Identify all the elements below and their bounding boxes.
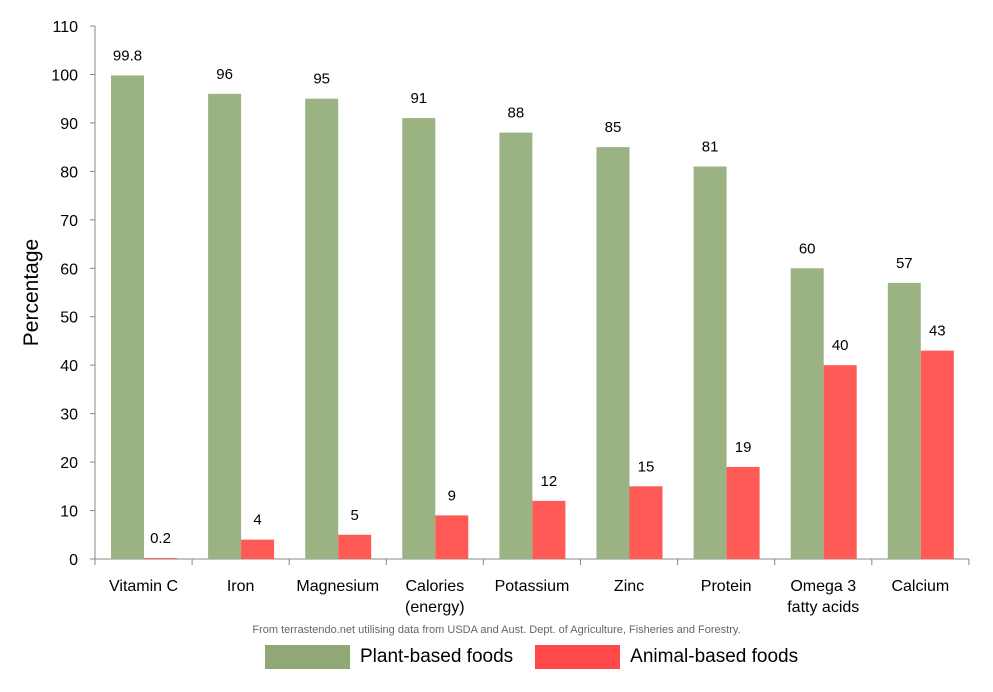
bar-plant: [208, 93, 242, 559]
bar-animal: [338, 534, 372, 559]
data-label: 15: [638, 458, 655, 475]
bar-animal: [629, 486, 663, 559]
bar-animal: [726, 466, 760, 559]
y-tick-label: 40: [60, 358, 78, 375]
y-tick-label: 80: [60, 164, 78, 181]
bar-plant: [596, 147, 630, 560]
bar-plant: [499, 132, 533, 559]
bar-plant: [111, 75, 144, 559]
data-label: 81: [702, 139, 719, 156]
bar-animal: [920, 350, 954, 559]
data-label: 40: [832, 337, 849, 354]
x-tick-label: Vitamin C: [109, 578, 178, 595]
y-tick-label: 50: [60, 310, 78, 327]
x-tick-label: Iron: [227, 578, 255, 595]
legend-item-plant: Plant-based foods: [265, 645, 513, 669]
x-tick-label: Omega 3: [790, 578, 856, 595]
data-label: 43: [929, 323, 946, 340]
y-tick-label: 100: [51, 67, 78, 84]
y-tick-label: 20: [60, 455, 78, 472]
data-label: 5: [351, 507, 359, 524]
data-label: 12: [541, 473, 558, 490]
data-label: 19: [735, 439, 752, 456]
y-tick-label: 30: [60, 407, 78, 424]
data-label: 91: [410, 90, 427, 107]
data-label: 0.2: [150, 530, 171, 547]
data-label: 85: [605, 119, 622, 136]
data-label: 99.8: [113, 47, 142, 64]
y-axis-label: Percentage: [20, 239, 43, 346]
y-tick-label: 90: [60, 116, 78, 133]
bar-plant: [887, 282, 921, 559]
legend-label-plant: Plant-based foods: [360, 646, 514, 667]
y-tick-label: 10: [60, 504, 78, 521]
data-label: 57: [896, 255, 913, 272]
x-tick-label: Magnesium: [296, 578, 379, 595]
y-tick-label: 60: [60, 261, 78, 278]
data-label: 88: [508, 105, 525, 122]
legend-swatch-animal: [535, 645, 621, 669]
x-tick-label: Zinc: [614, 578, 644, 595]
data-label: 95: [313, 71, 330, 88]
y-tick-label: 0: [69, 552, 78, 569]
bar-animal: [823, 365, 857, 559]
x-tick-label: (energy): [405, 599, 465, 616]
legend-swatch-plant: [265, 645, 350, 669]
x-tick-label: Calcium: [891, 578, 949, 595]
bar-plant: [305, 98, 339, 559]
bar-animal: [435, 515, 469, 559]
data-label: 60: [799, 240, 816, 257]
x-tick-label: Protein: [701, 578, 752, 595]
legend-label-animal: Animal-based foods: [630, 646, 799, 667]
x-tick-label: Potassium: [495, 578, 570, 595]
bar-plant: [402, 118, 436, 560]
bar-animal: [241, 539, 275, 559]
bar-plant: [693, 166, 727, 559]
data-label: 4: [253, 512, 261, 529]
x-tick-label: Calories: [406, 578, 465, 595]
bar-animal: [532, 500, 566, 559]
data-label: 96: [216, 66, 233, 83]
x-tick-label: fatty acids: [787, 599, 859, 616]
y-tick-label: 70: [60, 213, 78, 230]
legend: Plant-based foods Animal-based foods: [265, 645, 820, 669]
y-tick-label: 110: [52, 19, 78, 36]
legend-item-animal: Animal-based foods: [535, 645, 798, 669]
bar-plant: [790, 268, 824, 559]
source-note: From terrastendo.net utilising data from…: [252, 624, 741, 636]
data-label: 9: [448, 487, 456, 504]
bar-animal: [144, 558, 177, 560]
